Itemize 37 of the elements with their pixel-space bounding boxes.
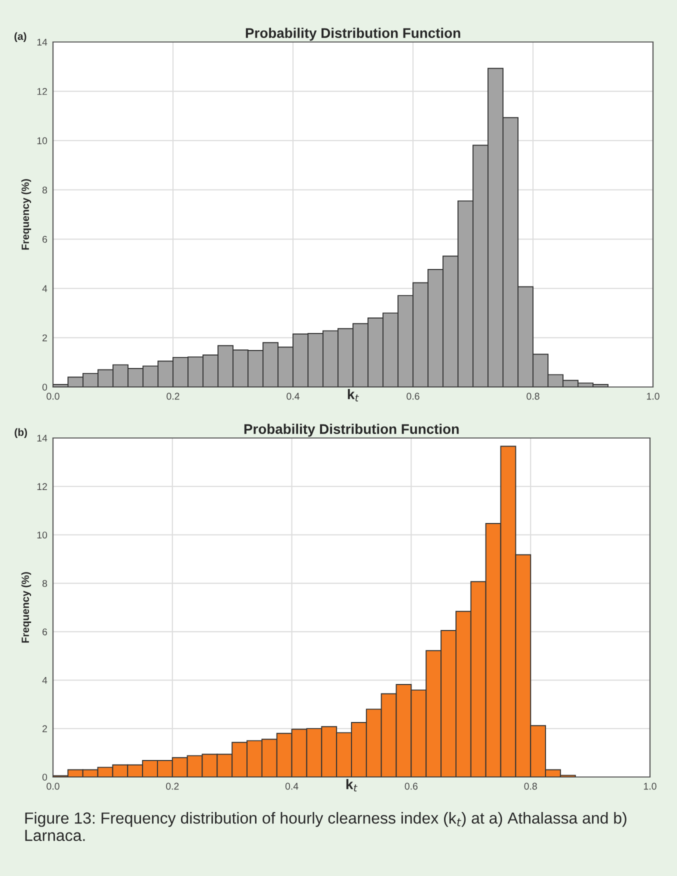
text: (b): [14, 428, 27, 438]
x-tick-label: 1.0: [644, 782, 656, 790]
y-tick-label: 8: [42, 186, 48, 194]
chart-title: Probability Distribution Function: [246, 28, 460, 41]
y-tick-label: 2: [42, 725, 47, 732]
x-tick-label: 0.0: [46, 782, 60, 790]
y-tick-label: 14: [37, 434, 48, 442]
y-tick-label: 6: [42, 628, 48, 636]
y-tick-label: 4: [42, 676, 48, 684]
y-tick-label: 10: [37, 532, 48, 538]
x-tick-label: 0.4: [285, 782, 298, 790]
y-tick-label: 14: [37, 38, 48, 46]
x-tick-label: 0.2: [166, 392, 180, 400]
x-tick-label: 0.2: [166, 782, 179, 790]
y-tick-label: 0: [42, 384, 48, 391]
x-tick-label: 0.8: [524, 782, 537, 790]
y-tick-label: 10: [37, 137, 48, 144]
x-axis-title: k$_{t}$: [346, 779, 358, 792]
y-tick-label: 0: [42, 774, 48, 781]
y-axis-title: Frequency (%): [21, 572, 32, 643]
x-axis-title: k$_{t}$: [348, 389, 359, 402]
x-tick-label: 0.0: [46, 392, 60, 400]
y-tick-label: 6: [42, 236, 48, 243]
y-tick-label: 12: [37, 483, 47, 490]
chart-title: Probability Distribution Function: [244, 424, 459, 437]
y-axis-title: Frequency (%): [21, 179, 32, 250]
y-tick-label: 4: [42, 285, 48, 292]
y-tick-label: 2: [42, 334, 47, 342]
y-tick-label: 12: [37, 88, 47, 95]
x-tick-label: 0.4: [286, 392, 300, 400]
x-tick-label: 0.6: [404, 782, 418, 790]
x-tick-label: 1.0: [646, 392, 660, 400]
x-tick-label: 0.6: [406, 392, 420, 400]
y-tick-label: 8: [42, 580, 48, 587]
text: Figure 13: Frequency distribution of hourly clearness index (k$_{t}$) at a) Athalassa and b) Larnaca.: [25, 812, 626, 842]
x-tick-label: 0.8: [526, 392, 540, 400]
text: (a): [14, 32, 26, 42]
